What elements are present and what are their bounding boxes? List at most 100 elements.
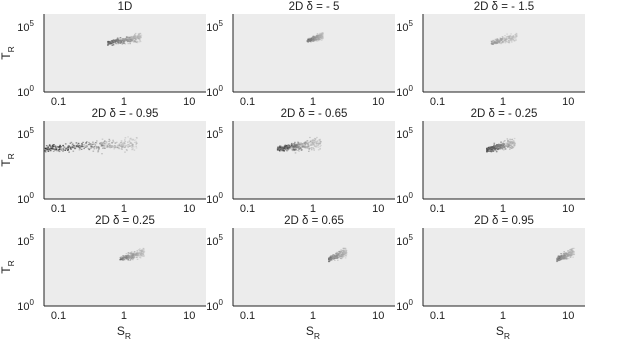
density-point: [57, 150, 60, 152]
density-point: [317, 143, 320, 145]
density-point: [123, 258, 126, 260]
density-point: [303, 143, 306, 145]
density-point: [120, 41, 122, 43]
density-point: [293, 143, 295, 145]
density-point: [140, 252, 142, 255]
density-point: [293, 145, 295, 147]
density-point: [338, 253, 340, 255]
density-point: [307, 38, 310, 40]
density-point: [318, 34, 320, 36]
density-point: [343, 251, 345, 253]
density-point: [131, 144, 134, 147]
density-point: [122, 144, 125, 146]
density-point: [62, 146, 65, 148]
density-point: [507, 145, 510, 147]
density-point: [87, 144, 90, 146]
density-point: [99, 142, 102, 145]
density-point: [571, 252, 573, 254]
density-point: [111, 40, 114, 42]
density-point: [563, 253, 566, 255]
density-point: [563, 253, 565, 255]
density-point: [341, 257, 343, 259]
density-point: [95, 148, 98, 150]
density-point: [304, 143, 307, 145]
density-point: [282, 148, 285, 150]
density-point: [60, 149, 63, 151]
density-point: [135, 254, 138, 256]
density-point: [511, 37, 514, 39]
density-point: [285, 145, 288, 147]
density-cluster: [486, 137, 516, 153]
x-tick-label: 1: [121, 310, 127, 322]
density-point: [55, 148, 58, 150]
density-point: [495, 151, 498, 153]
density-point: [51, 147, 54, 149]
density-point: [317, 35, 319, 37]
density-point: [565, 256, 567, 258]
density-point: [566, 258, 568, 260]
density-point: [135, 254, 137, 256]
density-point: [98, 147, 100, 149]
density-point: [556, 257, 559, 259]
density-point: [342, 249, 345, 251]
density-point: [342, 256, 345, 258]
density-point: [492, 39, 495, 41]
density-point: [309, 38, 312, 40]
density-point: [318, 38, 320, 40]
density-point: [102, 145, 105, 147]
density-point: [112, 40, 115, 42]
density-point: [134, 36, 136, 38]
x-tick-label: 1: [310, 310, 316, 322]
density-point: [316, 142, 319, 144]
density-point: [493, 145, 495, 147]
density-point: [516, 34, 518, 36]
density-point: [107, 44, 109, 46]
density-point: [133, 37, 136, 39]
density-point: [128, 38, 130, 40]
density-point: [136, 142, 138, 144]
density-point: [508, 143, 511, 145]
density-point: [340, 254, 343, 256]
density-point: [310, 147, 313, 149]
density-point: [569, 255, 572, 257]
density-point: [128, 140, 131, 142]
density-point: [507, 35, 509, 37]
density-point: [501, 148, 504, 150]
density-point: [317, 140, 319, 142]
density-point: [114, 146, 117, 148]
density-point: [279, 147, 281, 149]
density-point: [120, 145, 123, 147]
density-point: [132, 144, 134, 146]
density-point: [509, 144, 512, 146]
density-point: [105, 141, 108, 143]
density-point: [513, 144, 516, 147]
density-point: [345, 253, 348, 255]
density-point: [503, 39, 506, 41]
density-point: [124, 139, 126, 141]
density-point: [59, 148, 61, 150]
density-point: [81, 142, 83, 145]
density-point: [317, 35, 319, 37]
density-point: [343, 253, 346, 255]
density-point: [513, 143, 516, 145]
density-point: [320, 141, 322, 143]
density-point: [502, 41, 505, 43]
density-point: [497, 42, 499, 44]
density-point: [128, 40, 130, 42]
density-point: [138, 251, 141, 253]
density-point: [507, 39, 510, 41]
density-point: [88, 141, 90, 144]
density-point: [342, 254, 345, 256]
x-tick-label: 1: [500, 96, 506, 108]
density-point: [122, 256, 124, 258]
y-tick-label: 105: [17, 19, 34, 34]
density-point: [129, 40, 131, 43]
density-point: [512, 35, 515, 37]
density-point: [138, 35, 140, 37]
density-cluster: [306, 32, 324, 43]
density-point: [565, 253, 567, 255]
density-point: [510, 146, 512, 148]
density-point: [572, 250, 574, 252]
density-point: [134, 38, 136, 40]
density-point: [143, 251, 146, 253]
